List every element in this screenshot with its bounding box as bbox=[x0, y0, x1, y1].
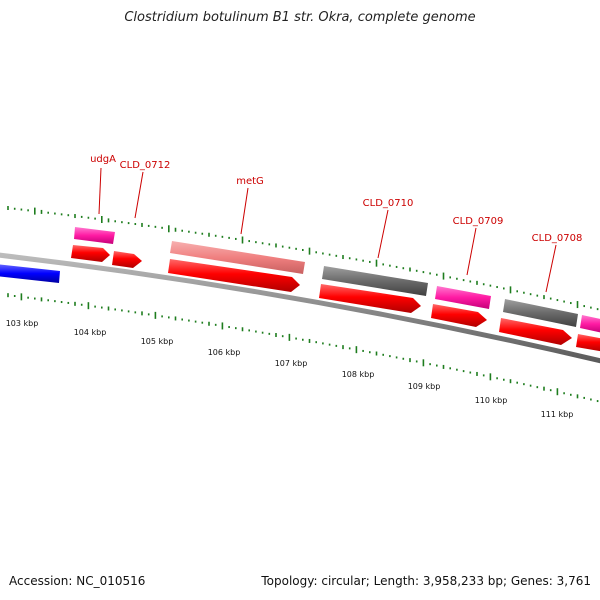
cds-arrow-metG bbox=[168, 259, 300, 292]
genome-title: Clostridium botulinum B1 str. Okra, comp… bbox=[124, 10, 476, 25]
gene-CLD0708-bar bbox=[503, 299, 578, 327]
cds-arrow-CLD0712 bbox=[112, 251, 142, 268]
gene-udgA-bar bbox=[74, 227, 115, 244]
genome-backbone bbox=[0, 252, 600, 364]
scale-label-106: 106 kbp bbox=[208, 348, 241, 357]
leader-udgA bbox=[98, 167, 102, 215]
leader-metG bbox=[240, 187, 249, 235]
scale-label-109: 109 kbp bbox=[408, 382, 441, 391]
gene-label-udgA: udgA bbox=[90, 154, 116, 165]
gene-label-metG: metG bbox=[236, 176, 264, 187]
gene-label-CLD0710: CLD_0710 bbox=[363, 198, 414, 209]
topology-summary: Topology: circular; Length: 3,958,233 bp… bbox=[261, 574, 591, 588]
cds-arrow-CLD0709 bbox=[431, 304, 487, 327]
leader-CLD0710 bbox=[377, 209, 389, 259]
scale-label-107: 107 kbp bbox=[275, 359, 308, 368]
gene-CLD0709-bar bbox=[435, 286, 491, 309]
cds-arrow-udgA bbox=[71, 245, 110, 262]
gene-label-CLD0708: CLD_0708 bbox=[532, 233, 583, 244]
cds-arrow-CLD0710 bbox=[319, 284, 421, 313]
leader-CLD0709 bbox=[466, 227, 477, 276]
scale-label-105: 105 kbp bbox=[141, 337, 174, 346]
gene-CLD0710-bar bbox=[322, 266, 428, 296]
cds-arrow-CLD0708 bbox=[499, 318, 572, 345]
outer-tick-marks bbox=[7, 206, 599, 311]
scale-label-108: 108 kbp bbox=[342, 370, 375, 379]
scale-label-111: 111 kbp bbox=[541, 410, 574, 419]
leader-CLD0708 bbox=[545, 244, 557, 293]
accession-text: Accession: NC_010516 bbox=[9, 574, 146, 588]
gene-label-CLD0709: CLD_0709 bbox=[453, 216, 504, 227]
gene-blue-bar bbox=[0, 264, 60, 283]
gene-metG-bar bbox=[170, 241, 305, 274]
gene-right-bar bbox=[580, 315, 600, 333]
scale-label-104: 104 kbp bbox=[74, 328, 107, 337]
gene-label-CLD0712: CLD_0712 bbox=[120, 160, 171, 171]
scale-label-110: 110 kbp bbox=[475, 396, 508, 405]
scale-label-103: 103 kbp bbox=[6, 319, 39, 328]
inner-tick-marks bbox=[7, 293, 599, 403]
leader-CLD0712 bbox=[134, 171, 144, 219]
cds-arrow-right bbox=[576, 334, 600, 352]
